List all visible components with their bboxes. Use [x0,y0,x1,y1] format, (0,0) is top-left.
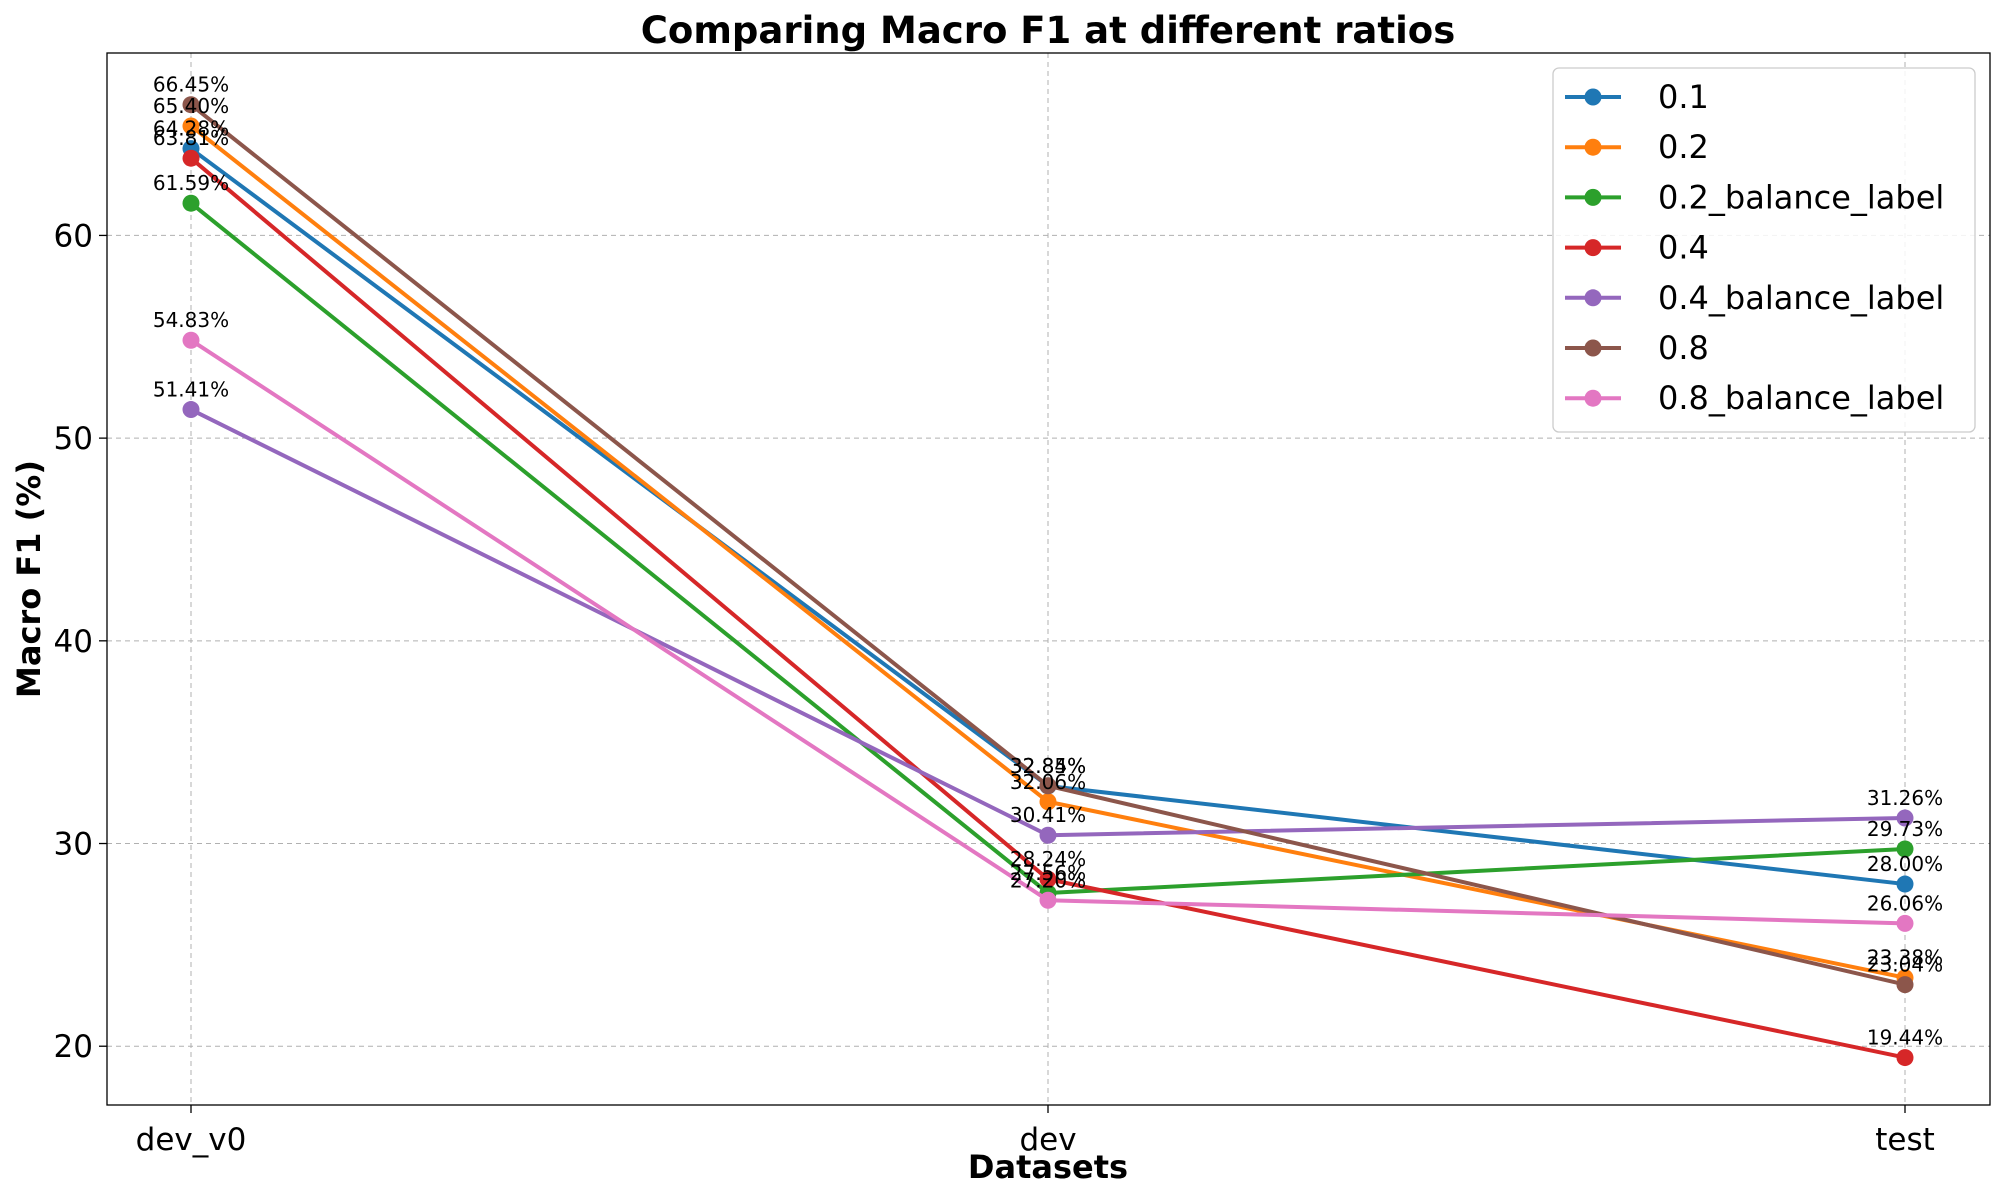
legend-marker [1584,239,1602,257]
legend-label: 0.1 [1658,78,1709,116]
y-tick-label: 30 [54,827,93,863]
x-tick-label: dev_v0 [136,1122,247,1158]
data-point-marker [1896,875,1914,893]
data-point-marker [1039,891,1057,909]
data-label: 31.26% [1867,786,1943,810]
data-label: 32.85% [1010,754,1086,778]
data-label: 29.73% [1867,817,1943,841]
data-label: 23.04% [1867,953,1943,977]
series-layer [182,96,1914,1067]
data-point-marker [182,401,200,419]
legend-frame [1552,67,1976,433]
y-axis-label: Macro F1 (%) [10,460,48,698]
legend-label: 0.2 [1658,128,1709,166]
legend-label: 0.4 [1658,229,1709,267]
legend: 0.1 0.2 0.2_balance_label 0.4 0.4_balance_la… [1552,67,1976,433]
legend-marker [1584,389,1602,407]
data-point-marker [1039,826,1057,844]
x-axis-label: Datasets [968,1148,1128,1186]
data-label: 65.40% [153,94,229,118]
data-point-marker [1896,976,1914,994]
legend-marker [1584,289,1602,307]
legend-label: 0.4_balance_label [1658,279,1944,317]
chart-title: Comparing Macro F1 at different ratios [641,9,1455,52]
y-tick-label: 60 [54,218,93,254]
data-label: 63.81% [153,126,229,150]
data-point-marker [182,194,200,212]
data-point-marker [1039,777,1057,795]
legend-marker [1584,88,1602,106]
legend-label: 0.2_balance_label [1658,178,1944,216]
data-label: 61.59% [153,171,229,195]
data-point-marker [1039,870,1057,888]
data-label: 66.45% [153,73,229,97]
legend-marker [1584,339,1602,357]
data-point-marker [1896,914,1914,932]
data-point-marker [1896,809,1914,827]
data-label: 23.38% [1867,946,1943,970]
data-point-marker [1039,793,1057,811]
legend-label: 0.8 [1658,329,1709,367]
data-label: 19.44% [1867,1026,1943,1050]
tick-layer: 20 30 40 50 60 dev_v0 dev test [54,218,1935,1158]
data-label-layer: 64.28% 32.84% 28.00% 65.40% 32.06% 23.38% 61.5… [153,73,1943,1050]
data-label: 32.84% [1010,754,1086,778]
data-label: 64.28% [153,117,229,141]
data-label: 26.06% [1867,891,1943,915]
data-label: 27.56% [1010,861,1086,885]
data-point-marker [182,117,200,135]
legend-marker [1584,138,1602,156]
data-label: 32.06% [1010,770,1086,794]
data-label: 54.83% [153,308,229,332]
x-tick-label: test [1875,1122,1935,1158]
data-label: 28.00% [1867,852,1943,876]
legend-marker [1584,188,1602,206]
legend-label: 0.8_balance_label [1658,379,1944,417]
data-point-marker [1896,840,1914,858]
y-tick-label: 50 [54,421,93,457]
x-tick-label: dev [1019,1122,1076,1158]
data-label: 27.20% [1010,868,1086,892]
data-label: 51.41% [153,378,229,402]
data-point-marker [182,149,200,167]
data-point-marker [1896,1049,1914,1067]
data-point-marker [182,96,200,114]
data-label: 28.24% [1010,847,1086,871]
y-tick-label: 40 [54,624,93,660]
y-tick-label: 20 [54,1029,93,1065]
data-label: 30.41% [1010,803,1086,827]
data-point-marker [182,331,200,349]
